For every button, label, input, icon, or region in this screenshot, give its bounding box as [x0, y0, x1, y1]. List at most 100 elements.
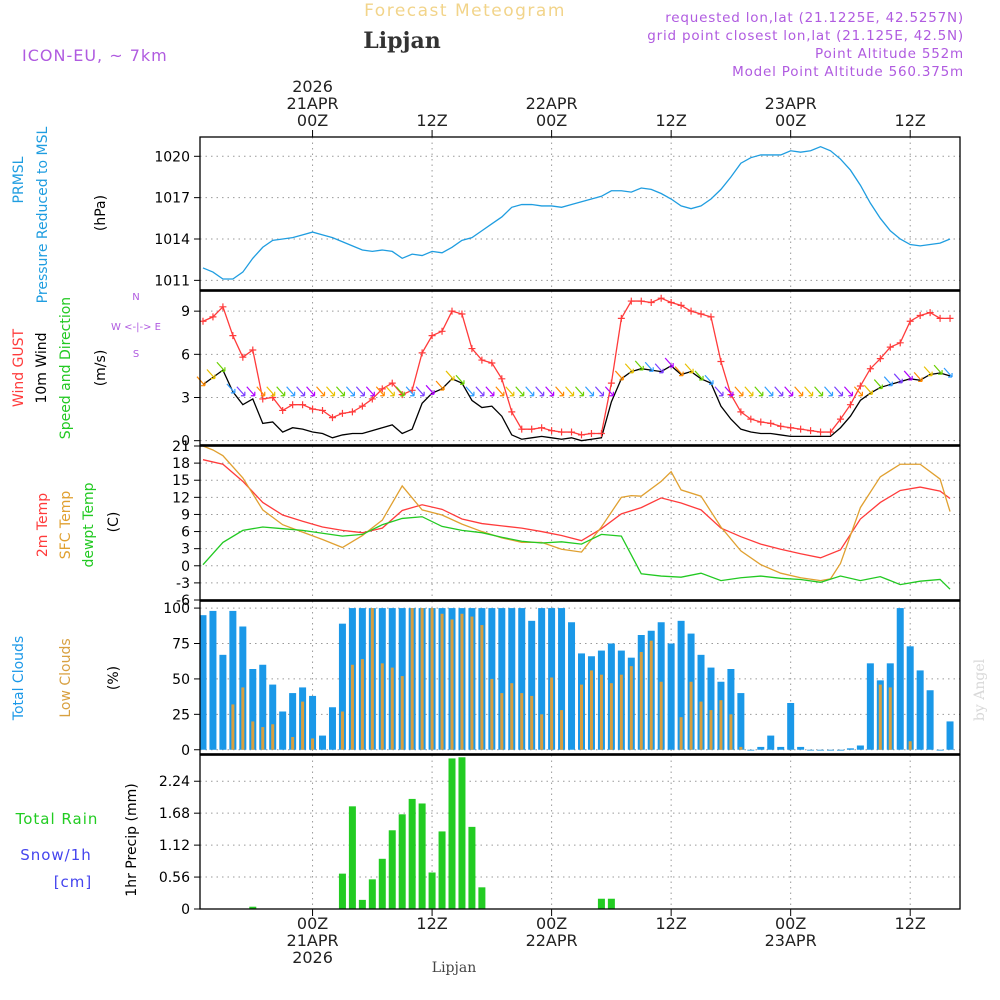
pressure-frame — [199, 136, 961, 291]
wind-gust-marker — [876, 355, 884, 363]
rain-bar — [478, 887, 486, 909]
total-cloud-bar — [727, 669, 735, 750]
low-cloud-bar — [530, 695, 534, 750]
wind-direction-arrow — [206, 369, 216, 380]
temperature-ytick-label: 18 — [172, 456, 190, 472]
wind-direction-arrow — [216, 361, 226, 372]
total-cloud-bar — [199, 615, 207, 750]
wind-gust-marker — [657, 294, 665, 302]
pressure-ytick-label: 1014 — [154, 232, 190, 248]
wind-gust-marker — [338, 409, 346, 417]
wind-direction-arrow — [883, 376, 893, 387]
total-cloud-bar — [896, 608, 904, 750]
wind-direction-arrow — [585, 386, 595, 397]
wind-direction-arrow — [594, 386, 605, 397]
wind-direction-arrow — [296, 386, 306, 397]
total-cloud-bar — [568, 622, 576, 750]
temperature-ytick-label: -3 — [176, 576, 190, 592]
gridpoint-coords: grid point closest lon,lat (21.125E, 42.… — [647, 28, 964, 44]
wind-direction-arrow — [405, 386, 415, 397]
top-time-label: 00Z — [536, 111, 567, 130]
wind-direction-arrow — [843, 386, 854, 397]
total-cloud-bar — [836, 749, 844, 751]
wind-direction-arrow — [485, 386, 495, 397]
footer-station: Lipjan — [432, 960, 476, 976]
rain-bar — [597, 898, 605, 909]
total-cloud-bar — [309, 695, 317, 750]
total-cloud-bar — [269, 684, 277, 750]
wind-gust-marker — [577, 431, 585, 439]
wind-panel: 0 3 6 9 — [181, 291, 960, 450]
low-cloud-bar — [450, 619, 454, 750]
wind-direction-arrow — [196, 376, 206, 387]
total-cloud-bar — [926, 690, 934, 750]
wind-direction-arrow — [415, 386, 425, 397]
wind-direction-arrow — [644, 361, 654, 372]
clouds-ytick-label: 25 — [172, 707, 190, 723]
low-cloud-bar — [311, 738, 315, 750]
rain-bar — [418, 803, 426, 909]
low-cloud-bar — [400, 676, 404, 750]
wind-direction-arrow — [246, 386, 256, 397]
total-cloud-bar — [538, 608, 546, 750]
low-cloud-bar — [649, 640, 653, 750]
precipitation-ytick-label: 1.68 — [159, 806, 190, 822]
temperature-ytick-label: 12 — [172, 490, 190, 506]
low-cloud-bar — [460, 613, 464, 750]
wind-gust-marker — [299, 401, 307, 409]
low-cloud-bar — [420, 608, 424, 750]
low-cloud-bar — [739, 746, 743, 750]
bottom-time-label: 2026 — [292, 948, 333, 967]
wind-direction-arrow — [495, 386, 505, 397]
wind-direction-arrow — [913, 371, 923, 382]
clouds-panel: 0 25 50 75 100 — [163, 601, 960, 759]
total-cloud-bar — [328, 707, 336, 750]
bottom-time-label: 12Z — [655, 914, 686, 933]
rain-bar — [358, 899, 366, 909]
wind-gust-marker — [896, 339, 904, 347]
total-cloud-bar — [807, 749, 815, 751]
low-cloud-bar — [609, 683, 613, 750]
rain-bar — [607, 898, 615, 909]
low-cloud-bar — [719, 700, 723, 750]
precipitation-ytick-label: 0.56 — [159, 870, 190, 886]
bottom-time-label: 22APR — [526, 931, 578, 950]
temp-label-dewpt: dewpt Temp — [81, 482, 97, 567]
low-cloud-bar — [340, 711, 344, 750]
precipitation-ytick-label: 1.12 — [159, 838, 190, 854]
total-cloud-bar — [707, 667, 715, 750]
wind-direction-arrow — [764, 386, 774, 397]
wind-direction-arrow — [714, 386, 724, 397]
temperature-ytick-label: 21 — [172, 439, 190, 455]
total-cloud-bar — [936, 749, 944, 751]
wind-direction-arrow — [664, 357, 674, 368]
wind-direction-arrow — [863, 384, 873, 395]
low-cloud-bar — [550, 677, 554, 750]
wind-gust-marker — [388, 379, 396, 387]
low-cloud-bar — [639, 652, 643, 750]
wind-label-10m: 10m Wind — [34, 332, 50, 403]
total-cloud-bar — [338, 623, 346, 750]
total-cloud-bar — [747, 749, 755, 751]
wind-direction-arrow — [395, 386, 405, 397]
wind-gust-marker — [946, 314, 954, 322]
wind-direction-arrow — [465, 386, 475, 397]
wind-gust-marker — [627, 297, 635, 305]
wind-gust-marker — [488, 359, 496, 367]
total-cloud-bar — [916, 670, 924, 750]
total-cloud-bar — [677, 620, 685, 750]
temperature-ytick-label: 6 — [181, 525, 190, 541]
total-cloud-bar — [259, 664, 267, 750]
total-cloud-bar — [488, 608, 496, 750]
low-cloud-bar — [888, 687, 892, 750]
wind-direction-arrow — [226, 383, 236, 394]
precipitation-panel: 0 0.56 1.12 1.68 2.24 — [159, 755, 960, 918]
wind-gust-marker — [438, 327, 446, 335]
total-cloud-bar — [558, 608, 566, 750]
wind-gust-marker — [279, 406, 287, 414]
model-label: ICON-EU, ~ 7km — [22, 46, 168, 65]
rain-bar — [249, 906, 257, 909]
wind-direction-arrow — [505, 386, 515, 397]
top-time-label: 2026 — [292, 77, 333, 96]
total-cloud-bar — [946, 721, 954, 750]
